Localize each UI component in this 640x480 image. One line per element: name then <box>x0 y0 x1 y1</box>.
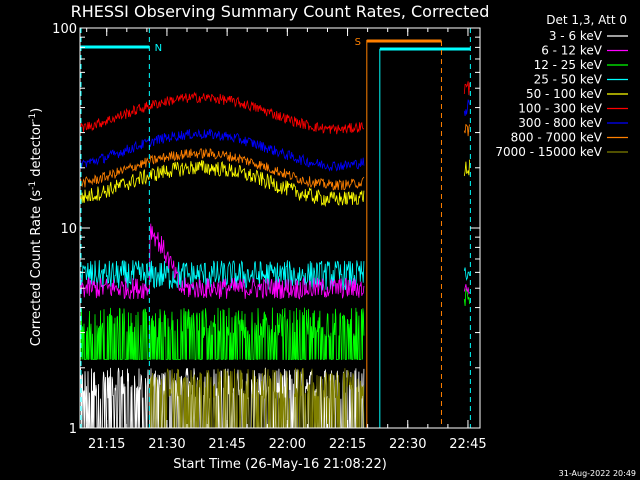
series-6-12kev-tail <box>463 284 470 295</box>
x-tick-label: 22:30 <box>389 437 426 452</box>
x-tick-label: 21:15 <box>88 437 125 452</box>
series-300-800kev <box>79 128 365 172</box>
annotation-label-N: N <box>155 43 162 54</box>
y-axis-label-b: detector <box>29 121 44 181</box>
series-50-100kev-tail <box>463 159 470 177</box>
legend-header: Det 1,3, Att 0 <box>546 13 627 27</box>
chart-title: RHESSI Observing Summary Count Rates, Co… <box>71 2 490 21</box>
series-50-100kev <box>79 159 365 207</box>
legend-entry-label: 100 - 300 keV <box>518 102 602 116</box>
overlay-layer: NS <box>80 28 471 428</box>
legend-entry-label: 800 - 7000 keV <box>511 131 603 145</box>
y-tick-label: 1 <box>69 422 77 437</box>
x-axis-label: Start Time (26-May-16 21:08:22) <box>173 457 387 472</box>
x-tick-label: 22:45 <box>449 437 486 452</box>
axes-layer: 1 10 100 21:15 21:30 21:45 22:00 22:15 22:30 22:4… <box>52 22 487 452</box>
y-tick-label: 100 <box>52 22 77 37</box>
series-25-50kev-tail <box>463 267 470 281</box>
series-100-300kev-tail <box>463 81 470 96</box>
series-25-50kev <box>79 259 365 291</box>
y-axis-label: Corrected Count Rate (s-1 detector-1) <box>28 108 44 346</box>
x-tick-label: 22:00 <box>269 437 306 452</box>
legend-entry-label: 12 - 25 keV <box>534 58 603 72</box>
y-axis-label-a: Corrected Count Rate (s <box>29 190 44 347</box>
series-12-25kev <box>80 307 365 360</box>
x-tick-label: 22:15 <box>329 437 366 452</box>
timestamp-label: 31-Aug-2022 20:49 <box>559 469 636 478</box>
legend-entry-label: 6 - 12 keV <box>541 44 603 58</box>
series-300-800kev-tail <box>463 99 470 116</box>
legend-entry-label: 25 - 50 keV <box>534 73 603 87</box>
series-800-7000kev-tail <box>463 123 470 137</box>
y-axis-label-sup1: -1 <box>28 181 38 190</box>
x-tick-label: 21:45 <box>208 437 245 452</box>
annotation-label-S: S <box>355 37 361 48</box>
legend-entry-label: 7000 - 15000 keV <box>495 145 602 159</box>
series-6-12kev <box>79 223 365 300</box>
y-axis-label-sup2: -1 <box>28 113 38 122</box>
y-axis-label-c: ) <box>29 108 44 113</box>
series-800-7000kev <box>79 147 365 191</box>
x-tick-label: 21:30 <box>148 437 185 452</box>
y-tick-label: 10 <box>60 222 77 237</box>
legend-entry-label: 50 - 100 keV <box>526 87 603 101</box>
series-100-300kev <box>79 91 365 135</box>
legend-entry-label: 300 - 800 keV <box>518 116 602 130</box>
legend-entry-label: 3 - 6 keV <box>549 29 603 43</box>
